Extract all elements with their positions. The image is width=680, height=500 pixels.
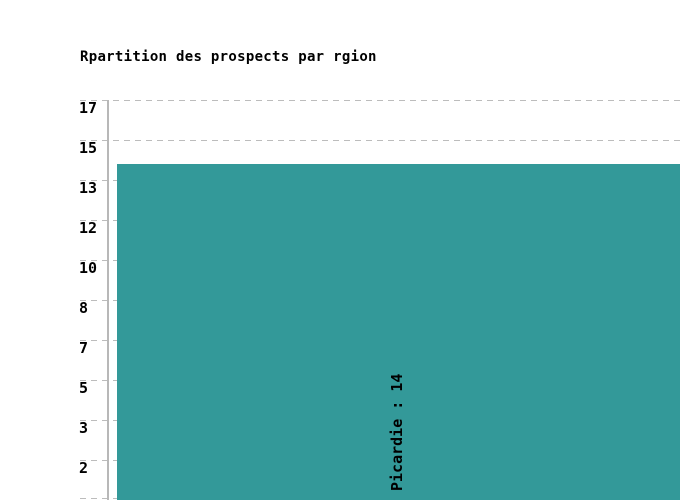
y-tick-label: 8 (79, 299, 89, 317)
y-tick-label: 7 (79, 339, 89, 357)
bar-picardie (117, 164, 680, 500)
y-tick-label: 13 (79, 179, 98, 197)
gridline (80, 140, 680, 141)
chart-title: Rpartition des prospects par rgion (80, 49, 377, 65)
y-tick-label: 12 (79, 219, 98, 237)
gridline (80, 100, 680, 101)
y-tick-label: 3 (79, 419, 89, 437)
y-axis-line (107, 100, 109, 500)
bar-value-label: Picardie : 14 (388, 373, 406, 491)
y-tick-label: 10 (79, 259, 98, 277)
y-tick-label: 17 (79, 99, 98, 117)
y-tick-label: 2 (79, 459, 89, 477)
y-tick-label: 5 (79, 379, 89, 397)
y-tick-label: 15 (79, 139, 98, 157)
